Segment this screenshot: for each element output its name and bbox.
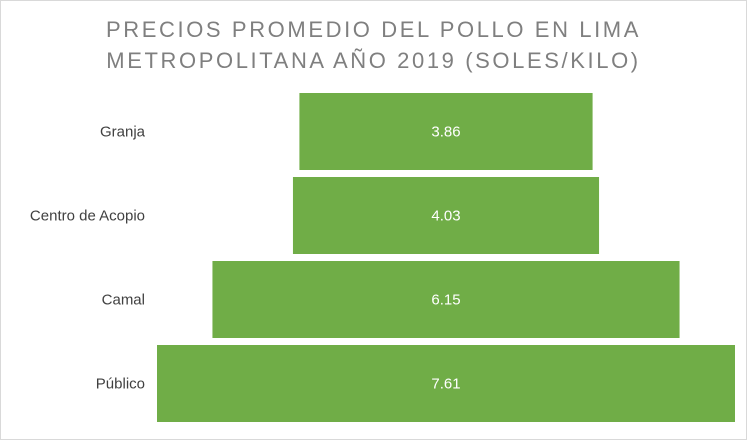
bar-2 bbox=[212, 261, 680, 338]
bar-3 bbox=[157, 345, 735, 422]
data-label-0: 3.86 bbox=[431, 124, 460, 141]
chart-title: PRECIOS PROMEDIO DEL POLLO EN LIMA METRO… bbox=[0, 14, 747, 76]
chart-title-line-2: METROPOLITANA AÑO 2019 (SOLES/KILO) bbox=[106, 48, 641, 73]
category-label-0: Granja bbox=[100, 124, 146, 141]
bar-1 bbox=[292, 177, 600, 254]
bar-0 bbox=[299, 93, 593, 170]
data-label-1: 4.03 bbox=[431, 208, 460, 225]
category-label-3: Público bbox=[96, 376, 145, 393]
data-label-3: 7.61 bbox=[431, 376, 460, 393]
category-label-1: Centro de Acopio bbox=[30, 208, 145, 225]
category-label-2: Camal bbox=[102, 292, 145, 309]
data-label-2: 6.15 bbox=[431, 292, 460, 309]
chart-title-line-1: PRECIOS PROMEDIO DEL POLLO EN LIMA bbox=[105, 17, 642, 42]
